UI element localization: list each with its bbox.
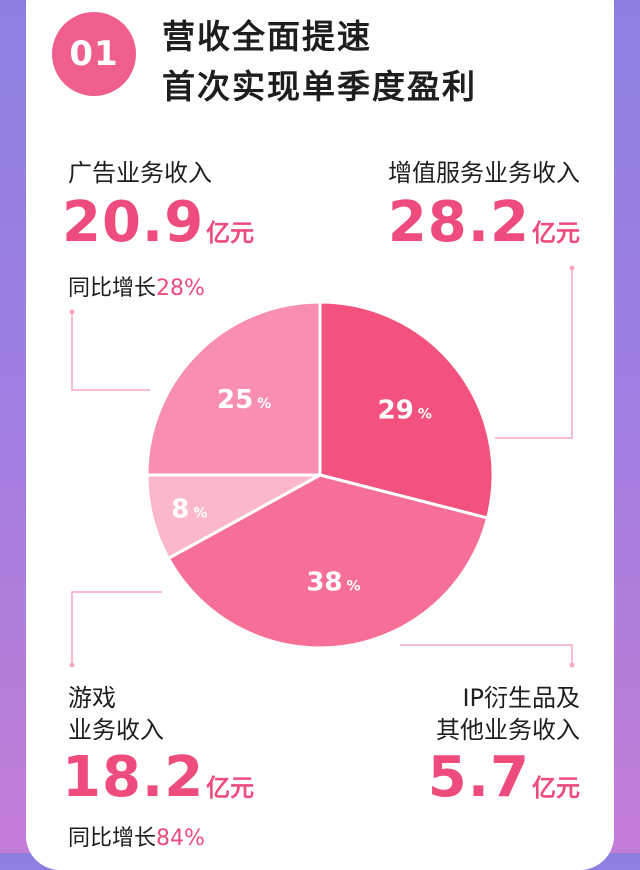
ip-revenue-label: IP衍生品及 其他业务收入	[436, 682, 580, 747]
ad-yoy-growth: 同比增长28%	[68, 270, 205, 302]
vas-revenue-number: 28.2	[387, 190, 530, 255]
ip-revenue-value: 5.7亿元	[428, 745, 580, 810]
leader-lines	[69, 265, 575, 668]
pie-slice-label-ad: 29%	[378, 395, 432, 425]
title-line-2: 首次实现单季度盈利	[162, 67, 477, 106]
pie-slice-label-game: 25%	[217, 385, 271, 415]
ad-revenue-number: 20.9	[62, 190, 205, 255]
game-revenue-label: 游戏 业务收入	[68, 682, 164, 747]
pie-slice-label-ip: 8%	[171, 495, 207, 525]
game-yoy-value: 84%	[156, 826, 205, 851]
game-yoy-label: 同比增长	[68, 826, 157, 851]
pie-slices	[145, 300, 495, 650]
leader-game	[71, 591, 162, 665]
pie-slice-vas	[166, 473, 490, 650]
ip-revenue-number: 5.7	[427, 745, 530, 810]
leader-ip	[400, 644, 573, 665]
ad-revenue-unit: 亿元	[206, 219, 255, 247]
title-line-1: 营收全面提速	[162, 17, 372, 56]
ad-revenue-label: 广告业务收入	[68, 159, 212, 187]
game-revenue-label-line2: 业务收入	[68, 716, 164, 745]
section-number: 01	[69, 34, 119, 74]
ad-yoy-label: 同比增长	[68, 276, 157, 301]
leader-vas-dot	[569, 265, 575, 271]
pie-slice-game	[145, 300, 322, 477]
pie-slice-labels: 29 % 38 % 8 % 25%	[171, 385, 432, 597]
ip-revenue-label-line1: IP衍生品及	[462, 684, 580, 712]
ip-revenue-unit: 亿元	[532, 774, 580, 802]
game-revenue-unit: 亿元	[206, 774, 255, 802]
vas-revenue-value: 28.2亿元	[388, 190, 580, 255]
vas-revenue-unit: 亿元	[532, 219, 580, 247]
leader-ip-dot	[569, 662, 575, 668]
leader-vas	[495, 268, 573, 439]
leader-game-dot	[69, 662, 75, 668]
ad-revenue-value: 20.9亿元	[62, 190, 254, 255]
game-revenue-label-line1: 游戏	[68, 684, 116, 712]
game-yoy-growth: 同比增长84%	[68, 820, 205, 852]
vas-revenue-label: 增值服务业务收入	[388, 159, 580, 187]
pie-slice-ad	[318, 300, 495, 520]
ad-yoy-value: 28%	[156, 276, 205, 301]
section-number-badge: 01	[52, 12, 136, 96]
game-revenue-number: 18.2	[62, 745, 205, 810]
ip-revenue-label-line2: 其他业务收入	[436, 716, 580, 745]
leader-ad	[71, 312, 150, 391]
pie-slice-label-vas: 38%	[306, 567, 360, 597]
game-revenue-value: 18.2亿元	[62, 745, 254, 810]
leader-ad-dot	[69, 309, 75, 315]
